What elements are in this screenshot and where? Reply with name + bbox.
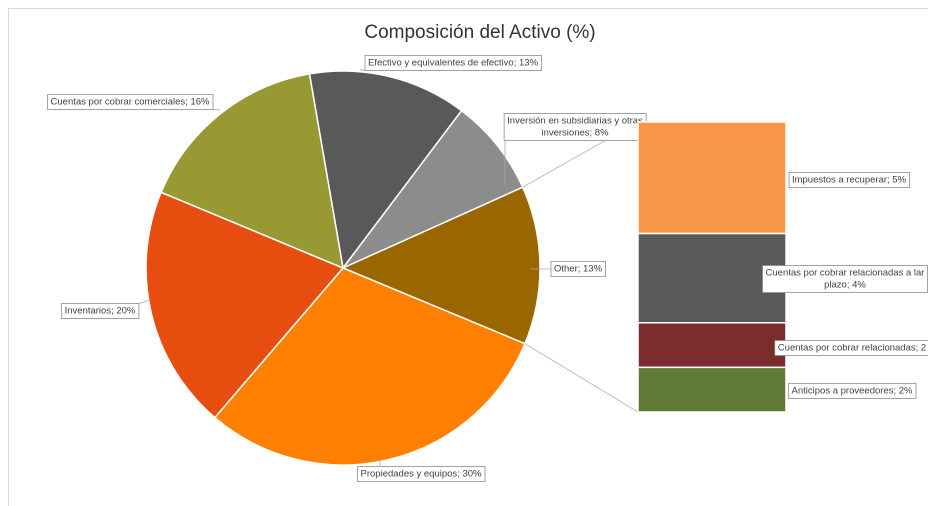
connector — [524, 343, 639, 413]
pie-slice — [341, 186, 541, 345]
label-text: Other; 13% — [554, 264, 603, 275]
label-box — [503, 113, 647, 141]
pie-slice — [160, 73, 344, 270]
pie-slice — [342, 109, 524, 269]
chart-title: Composición del Activo (%) — [364, 22, 595, 43]
label-box — [788, 172, 910, 188]
pie-slice — [213, 267, 526, 466]
pie-slice — [145, 191, 345, 419]
label-box — [61, 303, 140, 319]
bar-segment — [637, 366, 787, 413]
label-text: Cuentas por cobrar relacionadas a lar — [766, 268, 925, 279]
data-label: Inversión en subsidiarias y otrasinversi… — [503, 113, 647, 141]
bar-segment — [637, 322, 787, 369]
leader-line — [138, 299, 151, 304]
data-label: Impuestos a recuperar; 5% — [788, 172, 910, 188]
data-label: Inventarios; 20% — [61, 303, 140, 319]
data-label: Cuentas por cobrar relacionadas; 2 — [774, 340, 928, 356]
bar-segment — [637, 232, 787, 324]
label-text: Impuestos a recuperar; 5% — [792, 175, 907, 186]
label-box — [788, 383, 917, 399]
label-box — [762, 265, 928, 293]
label-box — [364, 55, 542, 71]
label-text: Anticipos a proveedores; 2% — [792, 386, 913, 397]
label-text: plazo; 4% — [824, 280, 866, 291]
label-text: Cuentas por cobrar relacionadas; 2 — [778, 343, 926, 354]
label-text: inversiones; 8% — [541, 128, 609, 139]
label-text: Propiedades y equipos; 30% — [361, 469, 482, 480]
label-text: Inversión en subsidiarias y otras — [507, 116, 643, 127]
data-label: Cuentas por cobrar relacionadas a larpla… — [762, 265, 928, 293]
pie-slice — [308, 70, 463, 270]
bar-segment — [637, 121, 787, 235]
label-text: Inventarios; 20% — [65, 306, 136, 317]
label-box — [47, 94, 214, 110]
label-box — [357, 466, 486, 482]
data-label: Efectivo y equivalentes de efectivo; 13% — [364, 55, 542, 71]
label-text: Efectivo y equivalentes de efectivo; 13% — [368, 58, 539, 69]
data-label: Propiedades y equipos; 30% — [357, 466, 486, 482]
data-label: Anticipos a proveedores; 2% — [788, 383, 917, 399]
data-label: Other; 13% — [550, 261, 606, 277]
data-label: Cuentas por cobrar comerciales; 16% — [47, 94, 214, 110]
label-box — [774, 340, 928, 356]
label-text: Cuentas por cobrar comerciales; 16% — [51, 97, 210, 108]
